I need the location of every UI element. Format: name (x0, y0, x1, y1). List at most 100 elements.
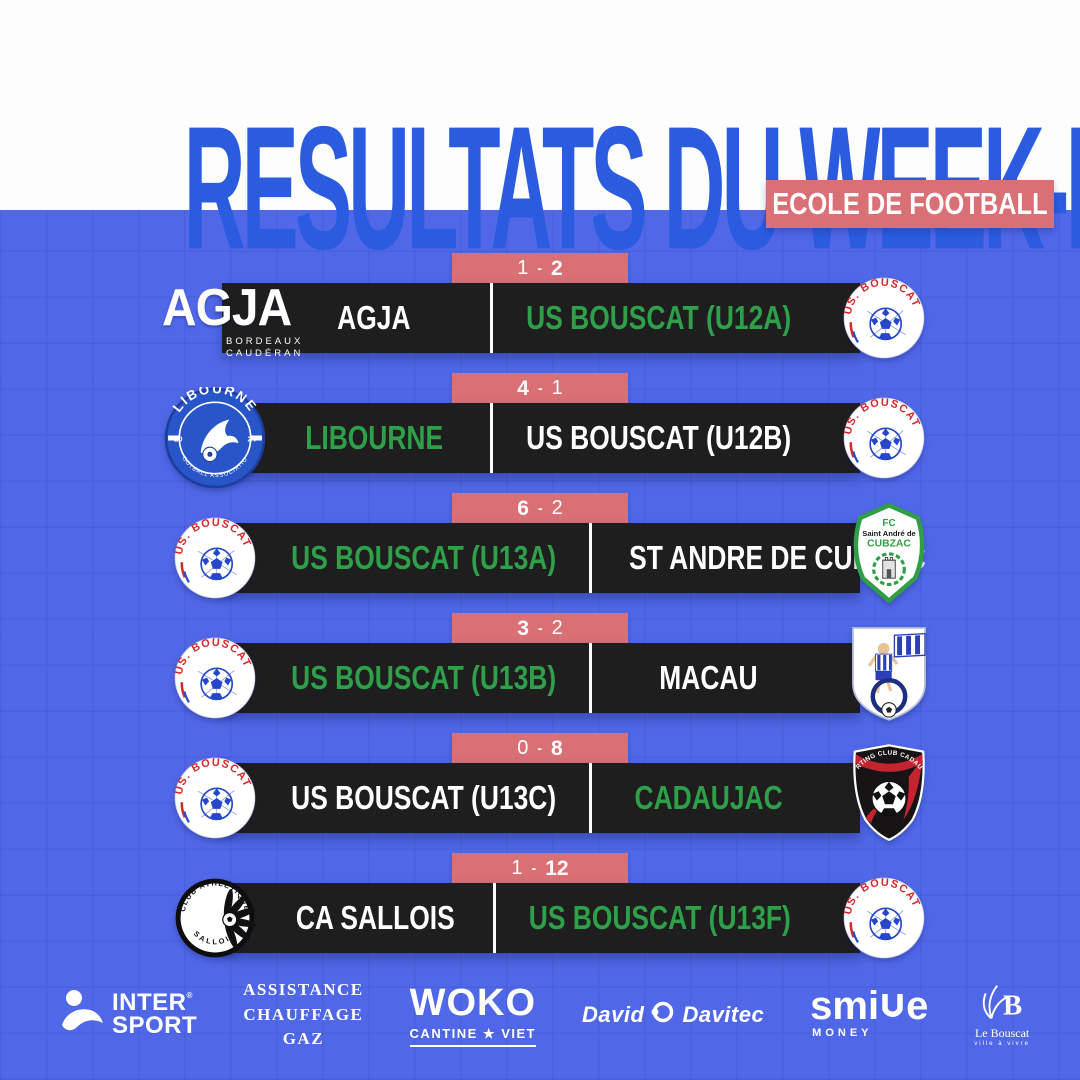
away-team-cell: US BOUSCAT (U12A) (493, 283, 860, 353)
score-pill: 1 - 12 (452, 853, 628, 883)
score-separator: - (537, 740, 543, 756)
away-team-name: MACAU (658, 659, 758, 696)
match-bar: AGJA US BOUSCAT (U12A) (222, 283, 860, 353)
libourne-year-left: 20 (174, 435, 182, 444)
sponsor-david-davitec: David Davitec (582, 1000, 764, 1030)
home-score: 6 (517, 496, 529, 520)
sponsor-intersport: INTER® SPORT (60, 989, 197, 1042)
score-pill: 0 - 8 (452, 733, 628, 763)
home-team-cell: US BOUSCAT (U13C) (222, 763, 589, 833)
home-team-cell: LIBOURNE (222, 403, 490, 473)
libourne-logo: LIBOURNE FOOTBALL ASSOCIATION 20 24 (164, 387, 266, 489)
le-bouscat-icon: B (978, 983, 1026, 1028)
home-score: 1 (517, 257, 529, 279)
home-score: 1 (511, 857, 523, 879)
away-team-name: US BOUSCAT (U13F) (529, 899, 792, 936)
agja-logo: AGJA BORDEAUX CAUDÉRAN (162, 279, 322, 363)
home-team-cell: US BOUSCAT (U13A) (222, 523, 589, 593)
us-bouscat-logo: US. BOUSCAT (173, 516, 257, 600)
match-row: 1 - 12 CA SALLOIS US BOUSCAT (U13F) (0, 853, 1080, 973)
score-separator: - (537, 620, 543, 636)
score-pill: 3 - 2 (452, 613, 628, 643)
ecole-de-football-badge: ECOLE DE FOOTBALL (766, 180, 1054, 228)
away-score: 12 (545, 856, 569, 880)
divider (589, 763, 593, 833)
home-score: 3 (517, 616, 529, 640)
agja-logo-subtext: BORDEAUX CAUDÉRAN (226, 336, 304, 359)
away-team-name: US BOUSCAT (U12A) (525, 299, 791, 336)
us-bouscat-logo: US. BOUSCAT (842, 396, 926, 480)
us-bouscat-logo: US. BOUSCAT (173, 636, 257, 720)
sponsor-assistance-chauffage-gaz: ASSISTANCE CHAUFFAGE GAZ (243, 980, 364, 1049)
score-separator: - (531, 860, 537, 876)
home-score: 4 (517, 376, 529, 400)
match-bar: US BOUSCAT (U13C) CADAUJAC (222, 763, 860, 833)
match-row: 4 - 1 LIBOURNE US BOUSCAT (U12B) (0, 373, 1080, 493)
smile-money-label: MONEY (812, 1027, 873, 1040)
home-team-name: US BOUSCAT (U13B) (291, 659, 557, 696)
ecole-badge-label: ECOLE DE FOOTBALL (772, 186, 1048, 221)
home-team-name: AGJA (337, 299, 411, 336)
away-team-cell: CADAUJAC (592, 763, 860, 833)
davitec-icon (651, 1000, 675, 1030)
match-list: 1 - 2 AGJA US BOUSCAT (U12A) AGJA BORDEA… (0, 253, 1080, 973)
agja-logo-text: AGJA (162, 279, 292, 337)
st-andre-name-text: Saint André de (862, 529, 916, 538)
sponsor-woko: WOKO CANTINE ★ VIET (409, 981, 537, 1047)
home-team-cell: US BOUSCAT (U13B) (222, 643, 589, 713)
smile-u-icon (881, 992, 904, 1022)
macau-logo (844, 622, 934, 724)
match-row: 1 - 2 AGJA US BOUSCAT (U12A) AGJA BORDEA… (0, 253, 1080, 373)
us-bouscat-logo: US. BOUSCAT (842, 876, 926, 960)
sponsor-le-bouscat: B Le Bouscat ville à vivre (974, 983, 1030, 1047)
home-team-cell: AGJA (222, 283, 490, 353)
header-band: RESULTATS DU WEEK-END (0, 0, 1080, 275)
away-team-name: US BOUSCAT (U12B) (525, 419, 791, 456)
sponsor-smile-money: smi e MONEY (810, 986, 928, 1040)
match-bar: US BOUSCAT (U13B) MACAU (222, 643, 860, 713)
home-team-name: CA SALLOIS (296, 899, 456, 936)
us-bouscat-logo: US. BOUSCAT (173, 756, 257, 840)
svg-text:B: B (1003, 989, 1022, 1021)
match-bar: CA SALLOIS US BOUSCAT (U13F) (222, 883, 860, 953)
intersport-wordmark: INTER® SPORT (112, 989, 198, 1039)
away-team-cell: US BOUSCAT (U13F) (496, 883, 860, 953)
le-bouscat-label: Le Bouscat (974, 1026, 1030, 1041)
score-pill: 4 - 1 (452, 373, 628, 403)
away-team-cell: ST ANDRE DE CUBZAC (592, 523, 999, 593)
divider (589, 523, 593, 593)
match-row: 3 - 2 US BOUSCAT (U13B) MACAU US. BOU (0, 613, 1080, 733)
away-score: 2 (551, 256, 563, 280)
home-score: 0 (517, 737, 529, 759)
divider (589, 643, 593, 713)
away-team-name: CADAUJAC (634, 779, 783, 816)
intersport-icon (60, 989, 104, 1042)
home-team-cell: CA SALLOIS (222, 883, 493, 953)
libourne-dolphin (200, 419, 239, 455)
woko-tagline: CANTINE ★ VIET (409, 1026, 537, 1047)
libourne-year-right: 24 (247, 435, 256, 444)
match-row: 6 - 2 US BOUSCAT (U13A) ST ANDRE DE CUBZ… (0, 493, 1080, 613)
le-bouscat-tagline: ville à vivre (974, 1040, 1030, 1047)
match-row: 0 - 8 US BOUSCAT (U13C) CADAUJAC US. (0, 733, 1080, 853)
score-separator: - (537, 500, 543, 516)
home-team-name: US BOUSCAT (U13A) (291, 539, 557, 576)
match-bar: LIBOURNE US BOUSCAT (U12B) (222, 403, 860, 473)
divider (489, 403, 493, 473)
st-andre-fc-text: FC (882, 518, 895, 529)
score-separator: - (537, 380, 543, 396)
match-bar: US BOUSCAT (U13A) ST ANDRE DE CUBZAC (222, 523, 926, 593)
away-score: 8 (551, 736, 563, 760)
away-team-cell: US BOUSCAT (U12B) (493, 403, 860, 473)
score-separator: - (537, 260, 543, 276)
woko-wordmark: WOKO (409, 981, 537, 1024)
home-team-name: US BOUSCAT (U13C) (291, 779, 557, 816)
cadaujac-logo: SPORTING CLUB CADAUJAC (844, 742, 934, 844)
score-pill: 1 - 2 (452, 253, 628, 283)
away-score: 2 (551, 617, 563, 639)
st-andre-cubzac-text: CUBZAC (867, 539, 911, 550)
divider (493, 883, 497, 953)
us-bouscat-logo: US. BOUSCAT (842, 276, 926, 360)
away-score: 2 (551, 497, 563, 519)
